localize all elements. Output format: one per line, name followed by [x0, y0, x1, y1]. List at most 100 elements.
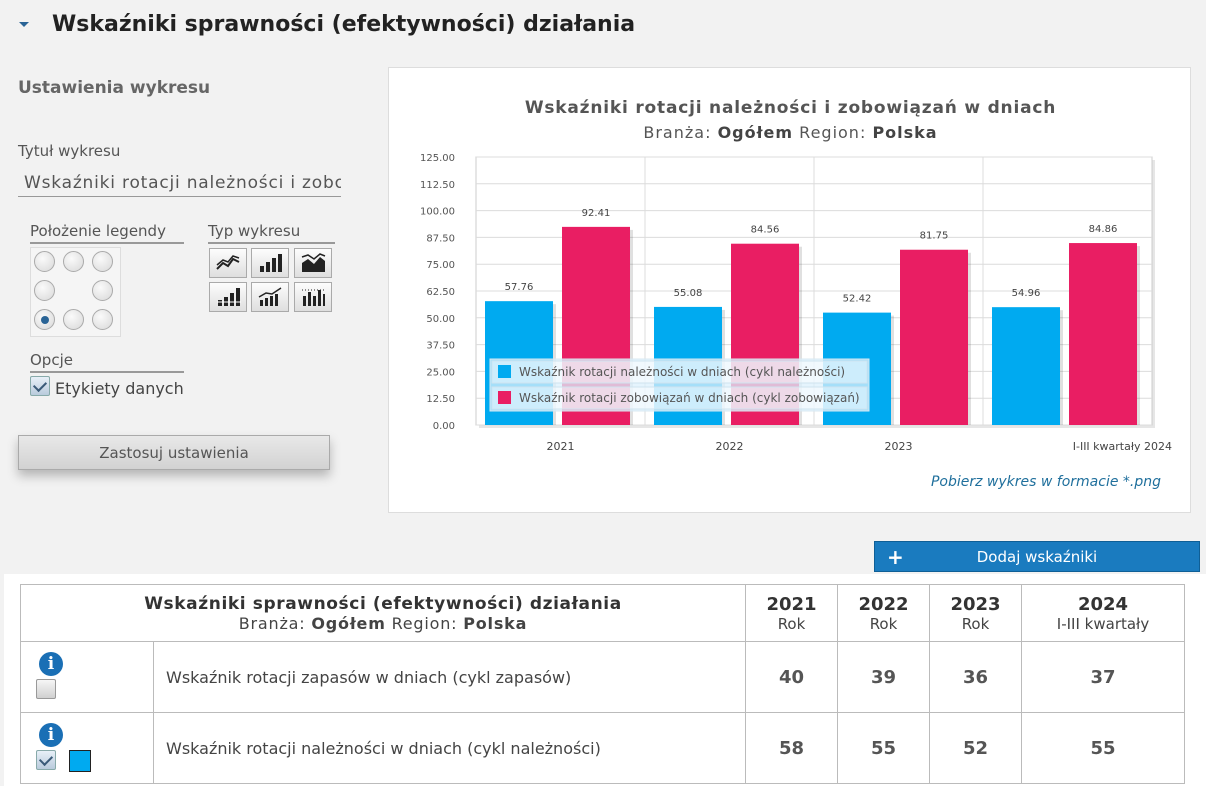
legend-pos-top-center[interactable] [63, 251, 84, 272]
section-header: Wskaźniki sprawności (efektywności) dzia… [0, 0, 1206, 52]
chart-subtitle: Branża: Ogółem Region: Polska [389, 123, 1192, 142]
col-period: Rok [961, 614, 990, 633]
row-value-2021: 58 [745, 712, 838, 784]
chart-panel: Wskaźniki rotacji należności i zobowiąza… [388, 67, 1191, 513]
row-value-2024: 37 [1021, 641, 1185, 713]
row-controls: i [20, 712, 154, 784]
legend-pos-bottom-right[interactable] [92, 309, 113, 330]
table-header-row: Wskaźniki sprawności (efektywności) dzia… [20, 584, 1185, 642]
legend-label: Wskaźnik rotacji zobowiązań w dniach (cy… [519, 391, 860, 405]
y-tick-label: 112.50 [420, 180, 455, 191]
data-label: 84.56 [751, 225, 780, 236]
apply-settings-button[interactable]: Zastosuj ustawienia [18, 435, 330, 470]
row-value-2021: 40 [745, 641, 838, 713]
collapse-arrow-icon[interactable] [19, 22, 29, 27]
legend-position-grid [30, 247, 121, 337]
chart-title-label: Tytuł wykresu [18, 142, 121, 160]
col-year: 2024 [1077, 593, 1129, 615]
series-color-swatch[interactable] [69, 750, 91, 772]
table-subtitle-region-label: Region: [391, 613, 458, 633]
chart-type-bar-button[interactable] [251, 248, 289, 278]
legend-pos-top-left[interactable] [34, 251, 55, 272]
add-indicators-button[interactable]: Dodaj wskaźniki + [874, 541, 1200, 572]
x-tick-label: I-III kwartały 2024 [1073, 440, 1172, 453]
y-tick-label: 37.50 [426, 341, 455, 352]
y-tick-label: 62.50 [426, 287, 455, 298]
table-title-cell: Wskaźniki sprawności (efektywności) dzia… [20, 584, 746, 642]
line-bar-chart-icon [258, 287, 282, 306]
col-header-2023: 2023 Rok [929, 584, 1022, 642]
data-labels-checkbox[interactable] [30, 376, 50, 396]
legend-pos-bottom-left[interactable] [34, 309, 55, 330]
y-tick-label: 50.00 [426, 314, 455, 325]
table-subtitle-branza-value: Ogółem [311, 613, 386, 633]
chart-subtitle-branza-value: Ogółem [717, 123, 794, 142]
chart-type-stacked-button[interactable] [209, 282, 247, 312]
row-name: Wskaźnik rotacji należności w dniach (cy… [153, 712, 746, 784]
chart-type-dotted-button[interactable] [294, 282, 332, 312]
legend-pos-top-right[interactable] [92, 251, 113, 272]
chart-type-area-button[interactable] [294, 248, 332, 278]
row-value-2022: 39 [837, 641, 930, 713]
plus-icon: + [887, 545, 904, 569]
dotted-bar-chart-icon [302, 289, 325, 306]
legend-swatch [498, 365, 511, 378]
y-tick-label: 0.00 [433, 421, 455, 432]
col-year: 2022 [858, 593, 909, 615]
chart-type-label: Typ wykresu [208, 222, 335, 244]
row-select-checkbox[interactable] [36, 679, 56, 699]
data-label: 84.86 [1089, 224, 1118, 235]
chart-type-linebar-button[interactable] [251, 282, 289, 312]
legend-pos-bottom-center[interactable] [63, 309, 84, 330]
table-subtitle-region-value: Polska [463, 613, 528, 633]
bar [992, 307, 1060, 425]
add-indicators-label: Dodaj wskaźniki [976, 548, 1098, 566]
info-icon[interactable]: i [39, 652, 63, 676]
row-value-2022: 55 [837, 712, 930, 784]
options-label: Opcje [30, 351, 184, 373]
info-icon[interactable]: i [39, 723, 63, 747]
row-select-checkbox[interactable] [36, 750, 56, 770]
row-value-2023: 52 [929, 712, 1022, 784]
data-labels-label: Etykiety danych [55, 379, 184, 398]
stacked-bar-chart-icon [217, 288, 241, 306]
download-png-link[interactable]: Pobierz wykres w formacie *.png [930, 474, 1161, 490]
chart-type-line-button[interactable] [209, 248, 247, 278]
chart-title: Wskaźniki rotacji należności i zobowiąza… [524, 98, 1057, 118]
table-subtitle: Branża: Ogółem Region: Polska [21, 614, 745, 633]
table-subtitle-branza-label: Branża: [238, 613, 306, 633]
legend-position-label: Położenie legendy [30, 222, 184, 244]
col-header-2022: 2022 Rok [837, 584, 930, 642]
row-name: Wskaźnik rotacji zapasów w dniach (cykl … [153, 641, 746, 713]
data-label: 57.76 [505, 282, 534, 293]
legend-item-bg [491, 360, 868, 384]
y-tick-label: 100.00 [420, 207, 455, 218]
row-controls: i [20, 641, 154, 713]
bar-chart-icon [260, 254, 282, 272]
y-tick-label: 12.50 [426, 394, 455, 405]
y-tick-label: 125.00 [420, 153, 455, 164]
indicators-table-wrap: Wskaźniki sprawności (efektywności) dzia… [4, 574, 1206, 786]
legend-pos-middle-right[interactable] [92, 280, 113, 301]
y-tick-label: 25.00 [426, 367, 455, 378]
legend-swatch [498, 391, 511, 404]
settings-title: Ustawienia wykresu [18, 78, 211, 98]
bar [1069, 243, 1137, 425]
col-period: I-III kwartały [1056, 614, 1150, 633]
col-header-2021: 2021 Rok [745, 584, 838, 642]
row-value-2023: 36 [929, 641, 1022, 713]
col-year: 2021 [766, 593, 817, 615]
page-title: Wskaźniki sprawności (efektywności) dzia… [52, 12, 636, 37]
legend-pos-middle-left[interactable] [34, 280, 55, 301]
table-title: Wskaźniki sprawności (efektywności) dzia… [144, 593, 622, 614]
data-label: 55.08 [674, 288, 703, 299]
data-label: 54.96 [1012, 288, 1041, 299]
legend-box [489, 358, 870, 412]
y-tick-label: 75.00 [426, 260, 455, 271]
bar-chart: 0.00 12.50 25.00 37.50 50.00 62.50 75.00 87.50 1… [420, 153, 1172, 453]
data-label: 52.42 [843, 294, 872, 305]
col-year: 2023 [950, 593, 1001, 615]
chart-title-input[interactable] [18, 170, 341, 197]
col-header-2024: 2024 I-III kwartały [1021, 584, 1185, 642]
chart-subtitle-region-value: Polska [872, 123, 938, 142]
